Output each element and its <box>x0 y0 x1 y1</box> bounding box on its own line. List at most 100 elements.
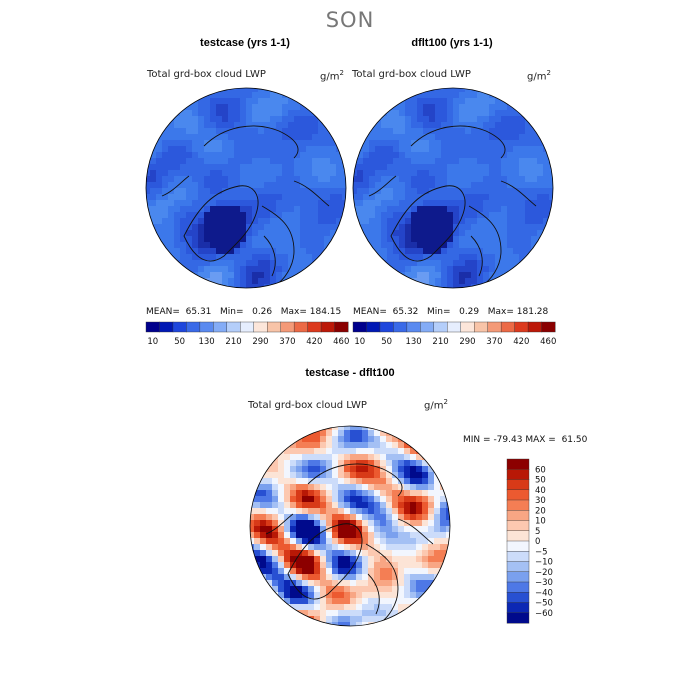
panel1-colorbar-swatch <box>240 321 255 333</box>
panel2-colorbar-label: 10 <box>354 337 365 347</box>
panel3-colorbar-swatch <box>506 592 530 604</box>
panel2-mean-label: MEAN= <box>353 307 387 317</box>
panel2-field <box>353 88 553 288</box>
panel1-polar-map <box>145 87 347 289</box>
panel1-colorbar-label: 420 <box>306 337 322 347</box>
panel1-min-label: Min= <box>219 307 244 317</box>
panel2-colorbar-swatch <box>527 321 543 333</box>
panel2-polar-map <box>352 87 554 289</box>
panel3-colorbar-swatch <box>506 551 530 563</box>
panel3-colorbar-label: −60 <box>535 609 553 619</box>
panel3-colorbar-label: 20 <box>535 506 546 516</box>
panel2-colorbar-swatch <box>487 321 502 333</box>
panel3-units-label: g/m2 <box>424 398 448 412</box>
panel2-units-label: g/m2 <box>527 69 551 83</box>
panel3-colorbar-swatch <box>506 530 530 542</box>
panel2-colorbar-label: 290 <box>459 337 475 347</box>
panel3-colorbar-swatch <box>506 602 530 614</box>
panel3-max: 61.50 <box>561 435 588 445</box>
panel3-colorbar-label: 40 <box>535 486 546 496</box>
panel1-colorbar-swatch <box>253 321 268 333</box>
panel3-colorbar-label: −20 <box>535 568 553 578</box>
panel3-colorbar-swatch <box>506 540 530 552</box>
panel3-stats: MIN = -79.43 MAX = 61.50 <box>463 435 587 445</box>
panel3-field <box>250 426 450 626</box>
panel1-colorbar-swatch <box>186 321 201 333</box>
panel1-colorbar-swatch <box>293 321 309 333</box>
panel1-stats: MEAN= 65.31 Min= 0.26 Max= 184.15 <box>146 307 341 317</box>
panel2-coastlines <box>368 125 537 287</box>
panel2-mean: 65.32 <box>392 307 419 317</box>
panel2-colorbar-swatch <box>473 321 489 333</box>
panel1-colorbar-label: 210 <box>225 337 241 347</box>
panel3-colorbar-swatch <box>506 581 530 593</box>
panel1-colorbar-label: 290 <box>252 337 268 347</box>
panel1-colorbar-swatch <box>213 321 228 333</box>
panel1-colorbar-label: 460 <box>333 337 349 347</box>
panel1-units-label: g/m2 <box>320 69 344 83</box>
panel2-colorbar-swatch <box>460 321 475 333</box>
panel2-max: 181.28 <box>516 307 549 317</box>
panel3-colorbar-swatch <box>506 520 530 532</box>
panel2-colorbar-swatch <box>514 321 529 333</box>
panel3-colorbar-label: 50 <box>535 476 546 486</box>
panel2-colorbar-label: 130 <box>405 337 421 347</box>
panel3-colorbar-label: 60 <box>535 465 546 475</box>
panel2-colorbar-label: 370 <box>486 337 502 347</box>
season-title: SON <box>325 8 375 32</box>
panel2-stats: MEAN= 65.32 Min= 0.29 Max= 181.28 <box>353 307 548 317</box>
panel2-colorbar-label: 460 <box>540 337 556 347</box>
panel3-colorbar-label: 5 <box>535 527 540 537</box>
panel2-colorbar-swatch <box>433 321 448 333</box>
panel2-variable-label: Total grd-box cloud LWP <box>352 69 471 80</box>
panel3-colorbar-swatch <box>506 458 530 470</box>
panel3-colorbar-swatch <box>506 510 530 522</box>
panel1-mean-label: MEAN= <box>146 307 180 317</box>
panel2-colorbar-swatch <box>366 321 381 333</box>
panel3-colorbar-label: −50 <box>535 599 553 609</box>
panel2-colorbar-swatch <box>393 321 408 333</box>
panel1-max: 184.15 <box>309 307 342 317</box>
panel1-colorbar-swatch <box>172 321 187 333</box>
panel1-mean: 65.31 <box>185 307 212 317</box>
panel3-colorbar-swatch <box>506 489 530 501</box>
panel1-colorbar-swatch <box>199 321 214 333</box>
panel3-min: -79.43 <box>493 435 523 445</box>
panel2-colorbar-swatch <box>420 321 435 333</box>
panel2-colorbar-swatch <box>379 321 394 333</box>
panel3-colorbar-label: −30 <box>535 578 553 588</box>
panel2-colorbar-swatch <box>541 321 556 333</box>
panel1-colorbar-swatch <box>226 321 241 333</box>
panel3-min-label: MIN = <box>463 435 491 445</box>
panel3-title: testcase - dflt100 <box>305 367 395 379</box>
panel2-colorbar: 10 50 130 210 290 370 420 460 <box>352 321 556 347</box>
panel3-colorbar-swatch <box>506 571 530 583</box>
panel1-colorbar: 10 50 130 210 290 370 420 460 <box>145 321 349 347</box>
panel2-title: dflt100 (yrs 1-1) <box>411 37 493 49</box>
panel1-colorbar-swatch <box>320 321 336 333</box>
panel2-colorbar-swatch <box>352 321 367 333</box>
panel3-colorbar-swatch <box>506 561 530 573</box>
panel3-colorbar-label: 10 <box>535 517 546 527</box>
panel1-colorbar-swatch <box>307 321 322 333</box>
panel2-colorbar-label: 420 <box>513 337 529 347</box>
panel3-colorbar-swatch <box>506 479 530 491</box>
panel1-colorbar-label: 370 <box>279 337 295 347</box>
panel2-colorbar-swatch <box>447 321 462 333</box>
panel1-coastlines <box>161 125 330 287</box>
panel2-min-label: Min= <box>426 307 451 317</box>
panel1-title: testcase (yrs 1-1) <box>200 37 290 49</box>
panel3-colorbar-label: 30 <box>535 496 546 506</box>
panel1-colorbar-swatch <box>159 321 174 333</box>
panel3-polar-map <box>249 425 451 627</box>
panel1-variable-label: Total grd-box cloud LWP <box>147 69 266 80</box>
panel3-colorbar-label: −10 <box>535 558 553 568</box>
panel2-colorbar-swatch <box>500 321 516 333</box>
panel1-max-label: Max= <box>280 307 307 317</box>
panel1-colorbar-swatch <box>266 321 282 333</box>
panel2-colorbar-swatch <box>406 321 421 333</box>
panel3-variable-label: Total grd-box cloud LWP <box>248 400 367 411</box>
panel3-colorbar-label: −5 <box>535 547 548 557</box>
panel1-colorbar-swatch <box>145 321 160 333</box>
